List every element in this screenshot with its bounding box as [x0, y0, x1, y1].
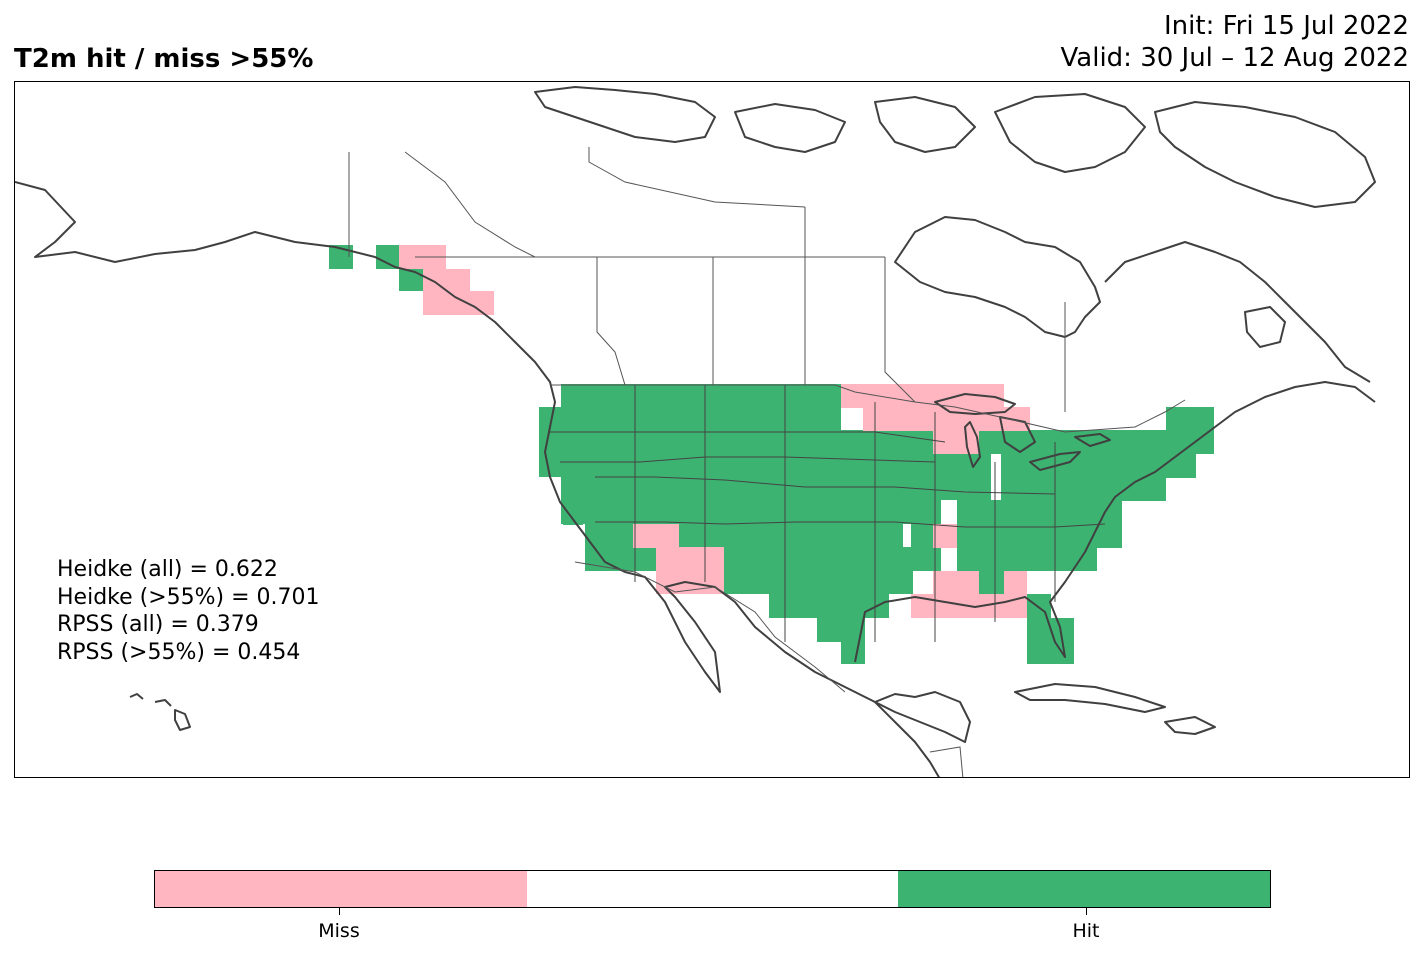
border-yucatan [929, 746, 964, 777]
miss-cell [933, 524, 957, 548]
colorbar-miss [155, 871, 527, 907]
hit-cell [957, 500, 1122, 548]
coastline-west [15, 181, 940, 777]
coastline-gulf [854, 381, 1376, 663]
map-title: T2m hit / miss >55% [14, 44, 314, 74]
rpss-all: RPSS (all) = 0.379 [57, 612, 259, 637]
hit-cell [561, 384, 841, 430]
us-state-borders [550, 385, 1106, 642]
init-date: Init: Fri 15 Jul 2022 [1164, 11, 1409, 41]
hit-cell [979, 430, 1074, 454]
hit-cell [1027, 594, 1051, 664]
coastline-cuba [1014, 683, 1166, 713]
coastline-baffin [1154, 101, 1376, 208]
border-manitoba-ontario [884, 257, 916, 403]
coastline-hispaniola [1164, 716, 1216, 735]
hit-cell [1074, 430, 1169, 454]
hit-cell [941, 453, 991, 500]
border-yukon-nwt [404, 151, 536, 258]
coastline-lake-ontario [1074, 433, 1111, 447]
colorbar-label-miss: Miss [318, 920, 360, 942]
miss-cell [863, 407, 913, 431]
miss-cell [933, 430, 979, 454]
miss-cell [423, 291, 447, 315]
map-canvas [15, 86, 1376, 777]
coastline-arctic-2 [734, 103, 846, 153]
hit-cell [957, 547, 1097, 571]
coastline-lake-huron [999, 416, 1036, 453]
hit-cell [723, 547, 913, 594]
hit-miss-cells [329, 245, 1214, 664]
miss-cell [1004, 571, 1027, 595]
colorbar-tick-hit [1086, 908, 1087, 915]
hit-cell [1001, 454, 1121, 500]
hit-cell [376, 245, 400, 269]
colorbar-neutral [526, 871, 899, 907]
admin-borders [348, 147, 1186, 777]
hit-cell [1121, 454, 1196, 478]
miss-cell [446, 269, 470, 291]
border-us-canada [550, 384, 1186, 433]
hit-cell [841, 642, 865, 664]
colorbar [154, 870, 1271, 908]
border-bc-alberta [535, 256, 626, 386]
coastline-labrador [1104, 241, 1371, 383]
rpss-55: RPSS (>55%) = 0.454 [57, 639, 301, 665]
hit-cell [769, 594, 889, 618]
coastline-arctic-3 [874, 96, 976, 153]
coastline-arctic-4 [994, 93, 1146, 173]
colorbar-hit [898, 871, 1271, 907]
colorbar-tick-miss [339, 908, 340, 915]
forecast-dates: Init: Fri 15 Jul 2022 Valid: 30 Jul – 12… [1061, 10, 1409, 74]
valid-dates: Valid: 30 Jul – 12 Aug 2022 [1060, 43, 1409, 73]
coastline-arctic-1 [534, 86, 716, 143]
hit-cell [1121, 477, 1166, 501]
coastline-lake-superior [934, 393, 1016, 415]
heidke-55: Heidke (>55%) = 0.701 [57, 584, 320, 610]
skill-scores: Heidke (all) = 0.622 Heidke (>55%) = 0.7… [57, 556, 320, 666]
border-nwt-nunavut [588, 147, 806, 208]
border-us-mexico [574, 561, 846, 693]
map-panel [14, 81, 1410, 778]
coastlines [15, 86, 1376, 777]
hit-cell [399, 269, 423, 291]
heidke-all: Heidke (all) = 0.622 [57, 557, 278, 582]
coastline-hudson-bay [894, 216, 1101, 338]
miss-cell [633, 524, 679, 548]
coastline-lake-michigan [964, 421, 981, 468]
coastline-yucatan [874, 691, 971, 743]
coastline-newfoundland [1244, 306, 1286, 348]
hit-cell [817, 618, 865, 642]
colorbar-label-hit: Hit [1072, 920, 1100, 942]
miss-cell [933, 571, 979, 595]
coastline-hawaii [129, 693, 191, 731]
